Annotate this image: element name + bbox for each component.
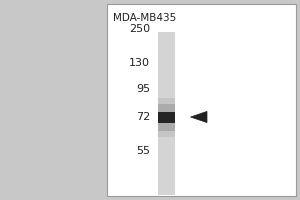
Text: MDA-MB435: MDA-MB435 xyxy=(112,13,176,23)
Text: 72: 72 xyxy=(136,112,150,122)
Text: 55: 55 xyxy=(136,146,150,156)
Text: 250: 250 xyxy=(129,24,150,34)
Text: 95: 95 xyxy=(136,84,150,94)
Bar xyxy=(158,98,175,137)
Bar xyxy=(106,4,296,196)
Bar xyxy=(158,112,175,122)
Bar xyxy=(158,104,175,130)
Bar xyxy=(158,32,175,195)
Polygon shape xyxy=(190,111,207,123)
Text: 130: 130 xyxy=(129,58,150,68)
